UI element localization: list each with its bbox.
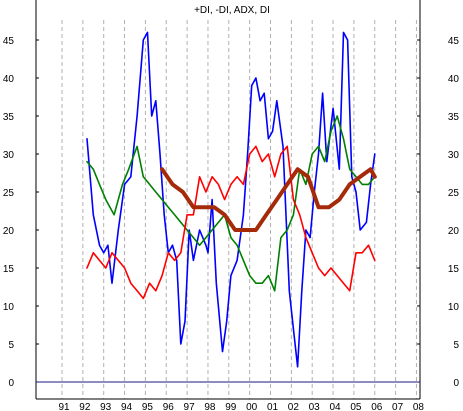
x-tick-label: 04 bbox=[329, 402, 341, 411]
x-tick-label: 97 bbox=[184, 402, 196, 411]
y-tick-label-left: 5 bbox=[8, 340, 14, 351]
y-tick-label-right: 35 bbox=[448, 112, 460, 123]
y-tick-label-left: 45 bbox=[3, 36, 15, 47]
y-tick-label-left: 0 bbox=[8, 378, 14, 389]
y-tick-label-left: 10 bbox=[3, 302, 15, 313]
x-tick-label: 06 bbox=[371, 402, 383, 411]
y-tick-label-right: 15 bbox=[448, 264, 460, 275]
y-tick-label-right: 45 bbox=[448, 36, 460, 47]
x-tick-label: 05 bbox=[350, 402, 362, 411]
x-tick-label: 96 bbox=[163, 402, 175, 411]
x-tick-label: 03 bbox=[309, 402, 321, 411]
x-tick-label: 07 bbox=[392, 402, 404, 411]
y-tick-label-right: 30 bbox=[448, 150, 460, 161]
y-tick-label-right: 5 bbox=[453, 340, 459, 351]
x-tick-label: 91 bbox=[58, 402, 70, 411]
y-tick-label-right: 40 bbox=[448, 74, 460, 85]
y-tick-label-right: 25 bbox=[448, 188, 460, 199]
x-tick-label: 94 bbox=[121, 402, 133, 411]
series-line-4 bbox=[160, 167, 377, 232]
x-tick-label: 95 bbox=[142, 402, 154, 411]
axis-layer: 91 92 93 94 95 96 97 98 99 00 01 02 03 04 05 06 07 080 05 5… bbox=[3, 0, 460, 411]
y-tick-label-left: 25 bbox=[3, 188, 15, 199]
y-tick-label-left: 15 bbox=[3, 264, 15, 275]
x-tick-label: 92 bbox=[79, 402, 91, 411]
series-layer bbox=[86, 31, 377, 368]
series-line-3 bbox=[86, 145, 376, 300]
x-tick-label: 93 bbox=[100, 402, 112, 411]
x-tick-label: 01 bbox=[267, 402, 279, 411]
y-tick-label-left: 35 bbox=[3, 112, 15, 123]
y-tick-label-left: 20 bbox=[3, 226, 15, 237]
x-tick-label: 00 bbox=[246, 402, 258, 411]
y-tick-label-right: 10 bbox=[448, 302, 460, 313]
y-tick-label-right: 20 bbox=[448, 226, 460, 237]
x-tick-label: 02 bbox=[288, 402, 300, 411]
series-line-2 bbox=[86, 115, 376, 292]
y-tick-label-right: 0 bbox=[453, 378, 459, 389]
x-tick-label: 98 bbox=[204, 402, 216, 411]
x-tick-label: 08 bbox=[413, 402, 425, 411]
chart-title: +DI, -DI, ADX, DI bbox=[194, 5, 270, 16]
series-line-1 bbox=[86, 31, 376, 368]
y-tick-label-left: 40 bbox=[3, 74, 15, 85]
y-tick-label-left: 30 bbox=[3, 150, 15, 161]
x-tick-label: 99 bbox=[225, 402, 237, 411]
